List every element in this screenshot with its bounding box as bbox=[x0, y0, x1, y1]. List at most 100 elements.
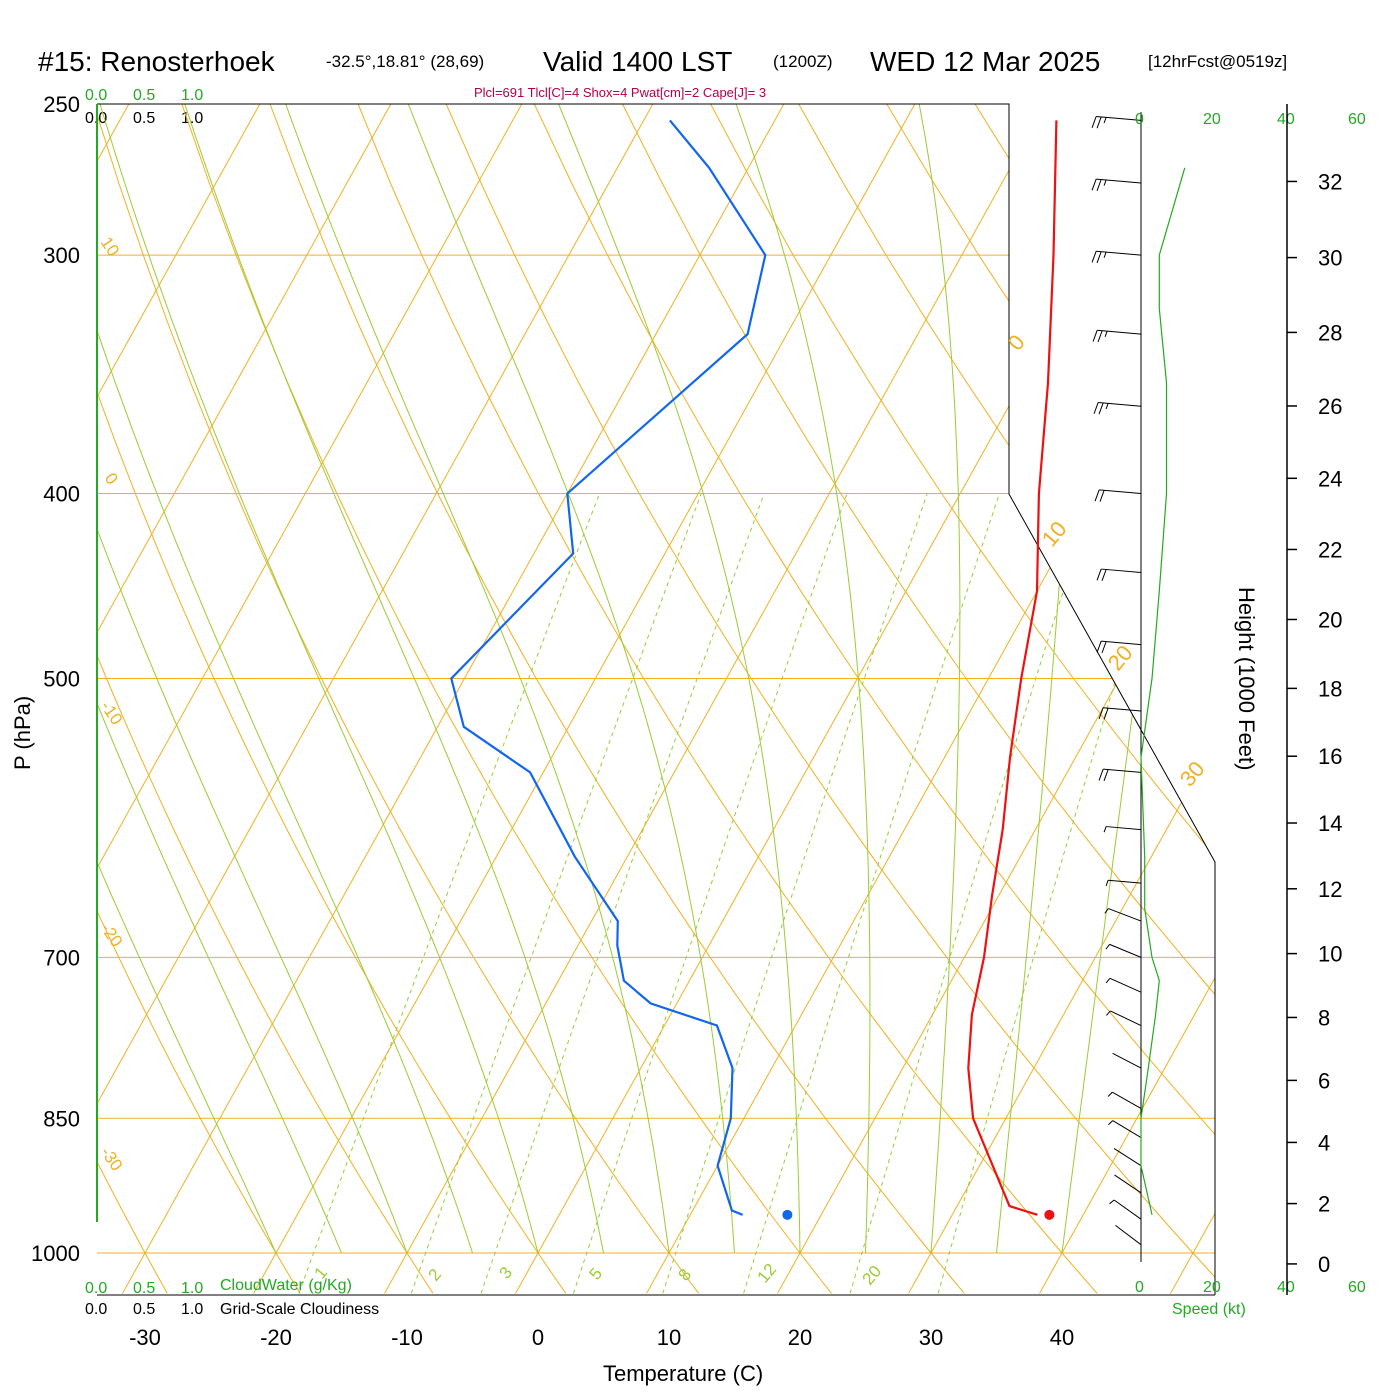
pressure-axis-label: P (hPa) bbox=[10, 696, 35, 770]
wind-barb-staff bbox=[1099, 489, 1142, 495]
pressure-tick-500: 500 bbox=[43, 667, 80, 692]
wind-barb-staff bbox=[1108, 879, 1142, 884]
dry-adiabat bbox=[710, 104, 1215, 1294]
height-tick-30: 30 bbox=[1318, 246, 1342, 271]
height-tick-22: 22 bbox=[1318, 537, 1342, 562]
cloud-scale-bottom-green-1: 0.5 bbox=[133, 1280, 155, 1297]
temperature-tick-20: 20 bbox=[788, 1325, 812, 1350]
dry-adiabat bbox=[1150, 104, 1215, 1294]
wind-barb-flag bbox=[1094, 489, 1100, 502]
pressure-tick-700: 700 bbox=[43, 945, 80, 970]
mixing-ratio-line bbox=[937, 493, 1173, 1294]
temperature-ticks: -30 -20 -10 0 10 20 30 40 bbox=[129, 1325, 1074, 1350]
wind-barb bbox=[1107, 1091, 1142, 1109]
isotherm-labels: 10 0 -10 -20 -30 0 10 20 30 bbox=[97, 233, 1210, 1174]
wind-barb-flag bbox=[1096, 641, 1102, 653]
cloud-scale-bottom: 0.0 0.5 1.0 CloudWater (g/Kg) 0.0 0.5 1.… bbox=[85, 1277, 379, 1318]
speed-tick-top-20: 20 bbox=[1203, 111, 1221, 128]
dry-adiabat bbox=[445, 104, 1215, 1294]
zulu-time: (1200Z) bbox=[773, 52, 833, 71]
isotherm-line bbox=[97, 104, 673, 1294]
wind-barb bbox=[1108, 1120, 1142, 1139]
mixing-ratio-label-5: 5 bbox=[586, 1264, 607, 1283]
dry-adiabat bbox=[97, 104, 168, 1294]
wind-barb bbox=[1092, 329, 1142, 343]
isotherm-label-right-10: 10 bbox=[1037, 516, 1072, 551]
temperature-tick--30: -30 bbox=[129, 1325, 161, 1350]
height-tick-20: 20 bbox=[1318, 607, 1342, 632]
isotherm-line bbox=[122, 104, 804, 1294]
cloudwater-label: CloudWater (g/Kg) bbox=[220, 1277, 352, 1294]
valid-time: Valid 1400 LST bbox=[543, 46, 732, 77]
isotherm-line bbox=[1039, 104, 1215, 1294]
wind-barb-staff bbox=[1106, 826, 1142, 831]
wind-barb bbox=[1112, 1052, 1142, 1069]
wind-barb bbox=[1091, 250, 1142, 264]
mixing-ratio-label-3: 3 bbox=[496, 1263, 517, 1282]
cloud-scale-top-green-1: 0.5 bbox=[133, 87, 155, 104]
isotherm-line bbox=[253, 104, 935, 1294]
height-tick-0: 0 bbox=[1318, 1252, 1330, 1277]
wind-barb-staff bbox=[1109, 943, 1142, 958]
mixing-ratio-label-20: 20 bbox=[859, 1262, 886, 1289]
height-tick-18: 18 bbox=[1318, 676, 1342, 701]
isotherm-line bbox=[515, 104, 1197, 1294]
pressure-ticks: 250 300 400 500 700 850 1000 bbox=[31, 92, 80, 1266]
wind-barb-staff bbox=[1103, 768, 1142, 773]
moist-adiabat bbox=[285, 104, 670, 1254]
wind-barb bbox=[1106, 1010, 1142, 1026]
speed-ticks-bottom: 0 20 40 60 bbox=[1135, 1279, 1366, 1296]
station-title: #15: Renosterhoek bbox=[38, 46, 276, 77]
wind-barb-flag bbox=[1099, 490, 1105, 502]
wind-barb-flag bbox=[1101, 641, 1107, 654]
mixing-ratio-line bbox=[662, 493, 928, 1294]
mixing-ratio-line bbox=[298, 493, 600, 1294]
wind-barb-flag bbox=[1098, 768, 1104, 781]
height-tick-16: 16 bbox=[1318, 744, 1342, 769]
isotherm-line bbox=[97, 104, 542, 1294]
dry-adiabat bbox=[798, 104, 1215, 1294]
wind-barb bbox=[1091, 115, 1142, 129]
temperature-axis-label: Temperature (C) bbox=[603, 1361, 763, 1386]
dry-adiabat bbox=[97, 104, 567, 1294]
wind-barb-staff bbox=[1101, 640, 1142, 646]
moist-adiabat bbox=[184, 104, 604, 1254]
height-tick-8: 8 bbox=[1318, 1005, 1330, 1030]
wind-barb-staff bbox=[1110, 1010, 1142, 1026]
pressure-tick-1000: 1000 bbox=[31, 1241, 80, 1266]
cloud-scale-top-green-2: 1.0 bbox=[181, 87, 203, 104]
temperature-tick-0: 0 bbox=[532, 1325, 544, 1350]
height-tick-28: 28 bbox=[1318, 320, 1342, 345]
isotherm-label-left-m20: -20 bbox=[97, 919, 127, 950]
isotherm-line bbox=[0, 70, 17, 1293]
wind-barb bbox=[1096, 640, 1142, 654]
pressure-tick-300: 300 bbox=[43, 243, 80, 268]
temperature-profile bbox=[967, 120, 1058, 1216]
dry-adiabat bbox=[1062, 104, 1215, 1294]
wind-barb-flag bbox=[1106, 1010, 1111, 1016]
speed-tick-top-0: 0 bbox=[1135, 111, 1144, 128]
wind-barb-flag bbox=[1096, 251, 1102, 264]
moist-adiabat bbox=[97, 104, 408, 1254]
isotherm-label-right-30: 30 bbox=[1175, 756, 1210, 791]
wind-barb-flag bbox=[1101, 569, 1107, 581]
wind-barb-staff bbox=[1096, 115, 1142, 121]
pressure-tick-250: 250 bbox=[43, 92, 80, 117]
isotherm-label-left-0: 0 bbox=[101, 469, 122, 488]
wind-barb bbox=[1104, 908, 1142, 922]
wind-barb-flag bbox=[1097, 330, 1103, 343]
wind-barb bbox=[1105, 977, 1142, 993]
wind-barb bbox=[1115, 1225, 1142, 1246]
wind-barb-flag bbox=[1096, 179, 1102, 191]
speed-tick-bottom-20: 20 bbox=[1203, 1279, 1221, 1296]
thermo-grid bbox=[0, 70, 1400, 1294]
wind-barb-flag bbox=[1107, 1091, 1113, 1097]
isotherm-line bbox=[1302, 70, 1400, 1293]
cloud-scale-bottom-green-0: 0.0 bbox=[85, 1280, 107, 1297]
speed-tick-bottom-60: 60 bbox=[1348, 1279, 1366, 1296]
wind-barb bbox=[1096, 568, 1142, 581]
forecast-date: WED 12 Mar 2025 bbox=[870, 46, 1100, 77]
wind-barb-flag bbox=[1096, 116, 1102, 129]
